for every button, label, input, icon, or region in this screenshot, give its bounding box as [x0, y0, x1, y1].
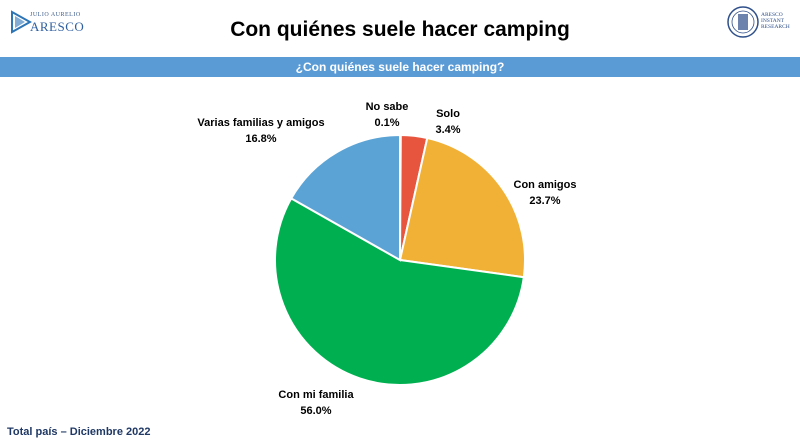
pie-value-solo: 3.4%: [435, 124, 460, 136]
pie-label-no-sabe: No sabe: [366, 101, 409, 113]
brand-left-small: JULIO AURELIO: [30, 12, 81, 18]
footer-note: Total país – Diciembre 2022: [7, 426, 151, 438]
pie-slice-varias-familias-y-amigos: [289, 133, 401, 262]
aresco-logo-left: JULIO AURELIO ARESCO: [10, 8, 84, 40]
pie-value-con-amigos: 23.7%: [529, 195, 560, 207]
pie-value-no-sabe: 0.1%: [374, 117, 399, 129]
brand-left-big: ARESCO: [30, 19, 85, 34]
pie-label-con-mi-familia: Con mi familia: [278, 389, 354, 401]
aresco-instant-research-logo: ARESCO INSTANT RESEARCH: [727, 4, 793, 40]
pie-value-con-mi-familia: 56.0%: [300, 405, 331, 417]
pie-value-varias-familias-y-amigos: 16.8%: [245, 133, 276, 145]
pie-slice-con-mi-familia: [274, 197, 525, 386]
pie-label-con-amigos: Con amigos: [514, 179, 577, 191]
pie-label-solo: Solo: [436, 108, 460, 120]
brand-right-line-3: RESEARCH: [761, 24, 790, 30]
brand-right-line-1: ARESCO: [761, 12, 783, 18]
question-banner: ¿Con quiénes suele hacer camping?: [0, 57, 800, 77]
seal-logo-icon: [727, 6, 759, 38]
triangle-logo-icon: [11, 10, 32, 34]
pie-slice-con-amigos: [398, 136, 526, 279]
brand-right-line-2: INSTANT: [761, 18, 785, 24]
page-title: Con quiénes suele hacer camping: [230, 18, 570, 41]
pie-label-varias-familias-y-amigos: Varias familias y amigos: [197, 117, 324, 129]
